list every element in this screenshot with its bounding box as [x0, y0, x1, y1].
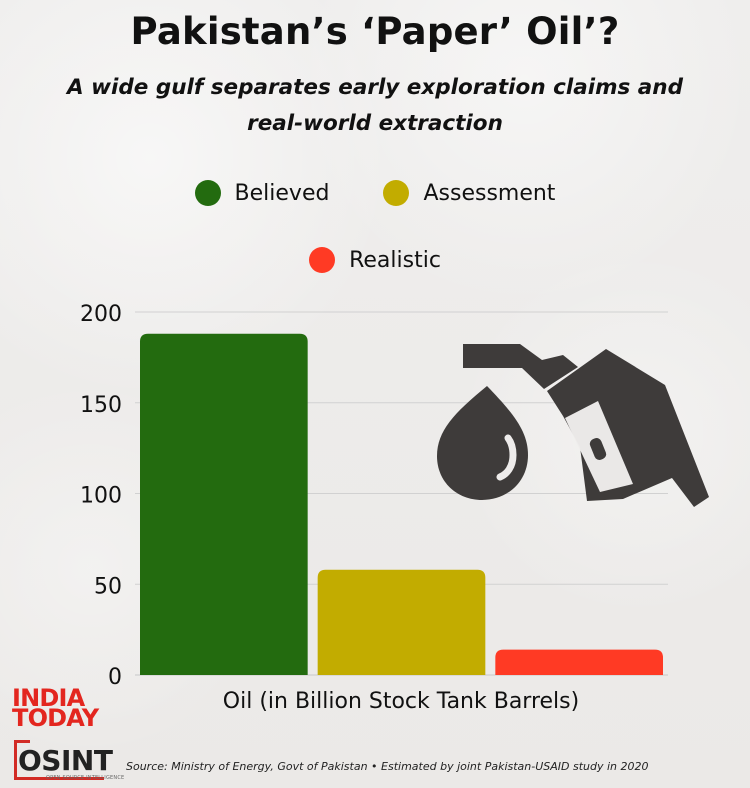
india-logo-text: INDIA: [12, 684, 85, 712]
source-note: Source: Ministry of Energy, Govt of Paki…: [126, 760, 649, 773]
y-tick-label-200: 200: [80, 302, 122, 327]
legend-swatch-believed: [194, 180, 221, 206]
legend-row-top: Believed Assessment: [0, 180, 750, 206]
chart-bars: [140, 333, 663, 675]
india-today-logo: INDIA TODAY: [12, 684, 99, 732]
chart-axis: 0 50 100 150 200 Oil (in Billion Stock Tank B…: [80, 302, 579, 714]
y-tick-label-50: 50: [94, 574, 122, 599]
osint-frame: [14, 740, 104, 780]
bar-realistic: [495, 649, 663, 675]
osint-logo-text: OSINT: [18, 744, 113, 777]
page-subtitle: A wide gulf separates early exploration …: [67, 75, 683, 136]
page-title: Pakistan’s ‘Paper’ Oil’?: [130, 10, 620, 53]
legend-item-believed: Believed: [194, 180, 330, 206]
legend-row-bottom: Realistic: [0, 247, 750, 273]
today-logo-text: TODAY: [12, 704, 99, 732]
legend-label-realistic: Realistic: [349, 247, 441, 273]
osint-subtext: OPEN SOURCE INTELLIGENCE: [46, 775, 125, 781]
legend-label-believed: Believed: [234, 180, 330, 206]
legend-swatch-realistic: [309, 247, 336, 273]
y-tick-label-150: 150: [80, 393, 122, 418]
legend-item-realistic: Realistic: [309, 247, 441, 273]
bar-believed: [140, 333, 308, 675]
legend-swatch-assessment: [383, 180, 410, 206]
y-tick-label-100: 100: [80, 484, 122, 509]
bar-assessment: [317, 569, 486, 675]
legend-item-assessment: Assessment: [383, 180, 555, 206]
legend-label-assessment: Assessment: [423, 180, 556, 206]
x-axis-label: Oil (in Billion Stock Tank Barrels): [223, 689, 579, 714]
y-tick-label-0: 0: [108, 665, 122, 690]
fuel-pump-icon: [437, 344, 709, 507]
